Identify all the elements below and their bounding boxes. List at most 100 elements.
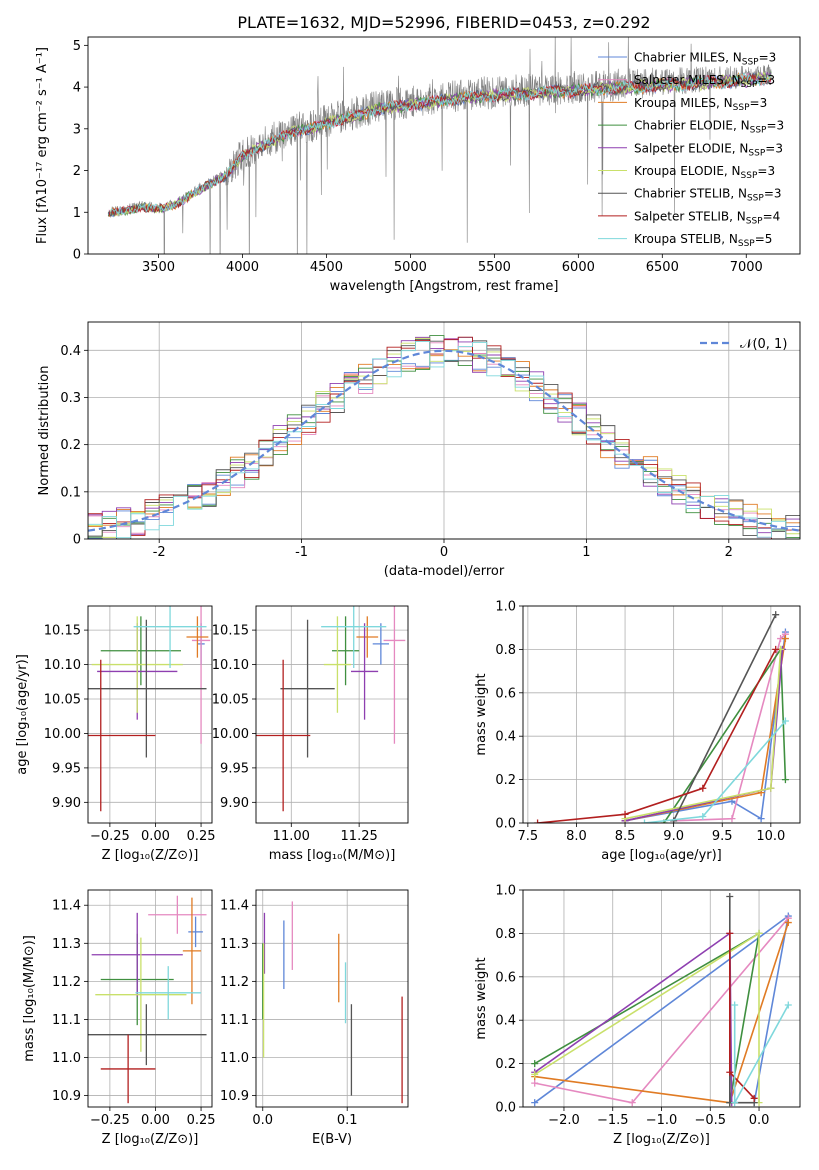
x-tick-label: 5500 <box>478 260 511 275</box>
y-axis-label: Normed distribution <box>37 366 52 496</box>
errorbar-salpeter-stelib <box>256 659 311 812</box>
legend: Chabrier MILES, NSSP=3 Salpeter MILES, NS… <box>598 51 784 249</box>
y-tick-label: 10.05 <box>44 693 81 708</box>
errorbar-kroupa-stelib <box>321 606 387 668</box>
x-tick-label: 4500 <box>310 260 343 275</box>
x-tick-label: 3500 <box>142 260 175 275</box>
y-tick-label: 9.95 <box>220 761 249 776</box>
errorbar-chabrier-stelib <box>88 619 207 758</box>
y-tick-label: 5 <box>73 39 81 54</box>
weight-marker-salpeter-stelib <box>699 784 707 792</box>
x-tick-label: 0.00 <box>141 829 170 844</box>
weight-marker-chabrier-miles <box>531 1099 539 1107</box>
x-tick-label: −1.5 <box>597 1113 629 1128</box>
plot-area <box>256 606 406 812</box>
panel-spectrum: 3500 4000 4500 5000 5500 6000 6500 7000 0 1 2 3 4 5 wa… <box>35 36 801 294</box>
x-tick-label: -2 <box>153 545 166 560</box>
y-tick-label: 10.10 <box>212 658 249 673</box>
axes-frame <box>255 889 409 1108</box>
errorbar-chabrier-stelib <box>280 619 335 758</box>
weight-marker-chabrier-stelib <box>726 893 734 901</box>
y-tick-label: 9.90 <box>52 796 81 811</box>
x-tick-label: 0 <box>440 545 448 560</box>
y-tick-label: 10.9 <box>52 1089 81 1104</box>
axes-frame <box>87 36 801 255</box>
legend-label-salpeter-miles: Salpeter MILES, NSSP=3 <box>634 73 775 90</box>
y-tick-label: 0.2 <box>495 1057 516 1072</box>
x-axis-label: wavelength [Angstrom, rest frame] <box>330 279 559 294</box>
x-tick-label: 6000 <box>562 260 595 275</box>
weight-marker-kroupa-stelib <box>784 1001 792 1009</box>
errorbar-chabrier-miles <box>372 623 389 665</box>
y-tick-label: 11.1 <box>220 1013 249 1028</box>
x-axis-label: age [log₁₀(age/yr)] <box>601 848 722 863</box>
y-tick-label: 11.0 <box>52 1051 81 1066</box>
x-tick-label: 7000 <box>730 260 763 275</box>
errorbar-kroupa-miles <box>186 616 209 658</box>
y-tick-label: 11.4 <box>52 899 81 914</box>
normal-curve-line <box>88 349 800 532</box>
y-axis-label: mass weight <box>474 673 489 755</box>
weight-marker-chabrier-miles <box>757 815 765 823</box>
weight-line-chabrier-stelib <box>672 614 777 822</box>
plot-area <box>88 895 207 1104</box>
weight-marker-salpeter-stelib <box>534 819 542 823</box>
errorbar-salpeter-elodie <box>91 912 183 997</box>
x-axis-label: mass [log₁₀(M/M⊙)] <box>269 848 396 863</box>
axes-frame <box>87 605 213 824</box>
weight-marker-salpeter-miles <box>628 1099 636 1107</box>
y-tick-label: 0.1 <box>60 485 81 500</box>
legend-label-kroupa-miles: Kroupa MILES, NSSP=3 <box>634 96 767 113</box>
y-tick-label: 10.00 <box>44 727 81 742</box>
errorbar-chabrier-stelib <box>88 1004 207 1066</box>
plot-area <box>534 611 789 823</box>
y-tick-label: 1 <box>73 206 81 221</box>
x-tick-label: 0.25 <box>187 829 216 844</box>
x-tick-label: 0.1 <box>337 1113 358 1128</box>
axes-frame <box>87 889 213 1108</box>
y-tick-label: 0.0 <box>495 1101 516 1116</box>
legend-label-normal: 𝒩(0, 1) <box>740 337 787 352</box>
x-tick-label: −0.25 <box>90 1113 130 1128</box>
weight-marker-kroupa-elodie <box>767 784 775 792</box>
legend-label-kroupa-elodie: Kroupa ELODIE, NSSP=3 <box>634 164 775 181</box>
y-tick-label: 10.9 <box>220 1089 249 1104</box>
y-tick-label: 0.2 <box>60 438 81 453</box>
panel-age-vs-mass: 11.00 11.25 9.90 9.95 10.00 10.05 10.10 10.15 ma… <box>212 605 409 863</box>
panel-weight-vs-age: 7.5 8.0 8.5 9.0 9.5 10.0 0.0 0.2 0.4 0.6 0.8 1.0 age… <box>474 600 801 863</box>
x-tick-label: 0.25 <box>187 1113 216 1128</box>
errorbar-salpeter-miles <box>191 606 211 744</box>
panel-mass-vs-EBV: 0.0 0.1 10.9 11.0 11.1 11.2 11.3 11.4 E(B-V) <box>220 889 409 1147</box>
panel-age-vs-Z: −0.25 0.00 0.25 9.90 9.95 10.00 10.05 10.10 10.1… <box>15 605 216 863</box>
weight-marker-salpeter-miles <box>728 815 736 823</box>
y-tick-label: 3 <box>73 122 81 137</box>
x-axis-label: Z [log₁₀(Z/Z⊙)] <box>102 1132 199 1147</box>
plot-area <box>107 37 772 254</box>
weight-marker-kroupa-stelib <box>781 717 789 725</box>
errorbar-kroupa-elodie <box>91 616 183 713</box>
weight-marker-chabrier-elodie <box>781 776 789 784</box>
y-tick-label: 11.2 <box>220 975 249 990</box>
panel-residuals: -2 -1 0 1 2 0 0.1 0.2 0.3 0.4 (data-model)/error No… <box>37 321 801 579</box>
y-tick-label: 0.0 <box>495 817 516 832</box>
y-tick-label: 11.0 <box>220 1051 249 1066</box>
x-tick-label: −0.5 <box>694 1113 726 1128</box>
legend-label-chabrier-stelib: Chabrier STELIB, NSSP=3 <box>634 187 782 204</box>
y-tick-label: 0.4 <box>495 730 516 745</box>
x-tick-label: 0.00 <box>141 1113 170 1128</box>
y-tick-label: 0 <box>73 248 81 263</box>
y-tick-label: 4 <box>73 81 81 96</box>
x-tick-label: 1 <box>582 545 590 560</box>
errorbar-kroupa-stelib <box>133 606 207 668</box>
y-tick-label: 0 <box>73 533 81 548</box>
x-tick-label: 11.25 <box>341 829 378 844</box>
weight-marker-kroupa-elodie <box>755 929 763 937</box>
y-tick-label: 10.15 <box>212 624 249 639</box>
y-tick-label: 0.8 <box>495 927 516 942</box>
axes-frame <box>255 605 409 824</box>
legend-label-chabrier-elodie: Chabrier ELODIE, NSSP=3 <box>634 119 784 136</box>
y-tick-label: 9.95 <box>52 761 81 776</box>
y-tick-label: 0.6 <box>495 970 516 985</box>
errorbar-chabrier-elodie <box>100 616 181 686</box>
plot-area <box>262 901 403 1104</box>
